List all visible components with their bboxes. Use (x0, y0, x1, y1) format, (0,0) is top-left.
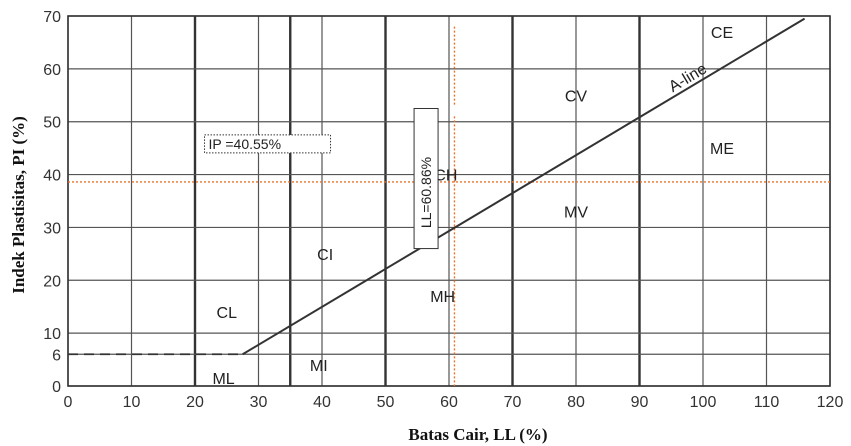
y-tick-label-50: 50 (43, 115, 61, 132)
pi-annotation-text: IP =40.55% (209, 136, 282, 152)
zone-label-cl: CL (217, 305, 238, 322)
y-tick-label-30: 30 (43, 220, 61, 237)
x-tick-label-40: 40 (313, 394, 331, 411)
zone-label-ci: CI (317, 247, 333, 264)
x-tick-label-70: 70 (504, 394, 522, 411)
y-tick-label-70: 70 (43, 9, 61, 26)
y-tick-label-60: 60 (43, 62, 61, 79)
zone-label-me: ME (710, 141, 734, 158)
x-tick-label-80: 80 (567, 394, 585, 411)
y-tick-label-0: 0 (52, 379, 61, 396)
x-tick-label-90: 90 (631, 394, 649, 411)
tick-labels: 0 10 20 30 40 50 60 70 80 90 100 110 120 0 6 10 20 30 40 50… (43, 9, 843, 411)
x-tick-label-60: 60 (440, 394, 458, 411)
x-tick-label-110: 110 (754, 394, 780, 411)
reference-lines (68, 26, 830, 386)
x-tick-label-30: 30 (250, 394, 268, 411)
ll-annotation-box (413, 108, 439, 250)
y-tick-label-40: 40 (43, 168, 61, 185)
y-tick-label-20: 20 (43, 273, 61, 290)
x-tick-label-10: 10 (123, 394, 141, 411)
pi-annotation-box (204, 134, 332, 154)
zone-label-ce: CE (711, 25, 733, 42)
y-tick-label-6: 6 (52, 347, 61, 364)
x-tick-label-0: 0 (64, 394, 73, 411)
chart-lines (68, 17, 806, 356)
y-tick-label-10: 10 (43, 326, 61, 343)
zone-label-ch: CH (434, 168, 457, 185)
annotations: IP =40.55% LL=60.86% (204, 108, 439, 250)
a-line (242, 17, 806, 356)
zone-label-ml: ML (212, 371, 234, 388)
zone-label-mi: MI (310, 358, 328, 375)
plot-frame (67, 15, 831, 387)
x-tick-label-120: 120 (817, 394, 844, 411)
x-tick-label-100: 100 (690, 394, 717, 411)
x-tick-label-20: 20 (186, 394, 204, 411)
x-tick-label-50: 50 (377, 394, 395, 411)
ll-annotation-text: LL=60.86% (418, 157, 434, 228)
zone-label-mh: MH (430, 289, 455, 306)
y-axis-title: Indek Plastisitas, PI (%) (9, 116, 28, 294)
zone-label-cv: CV (565, 88, 588, 105)
zone-label-mv: MV (564, 205, 588, 222)
x-axis-title: Batas Cair, LL (%) (408, 425, 547, 444)
axes (67, 15, 831, 387)
